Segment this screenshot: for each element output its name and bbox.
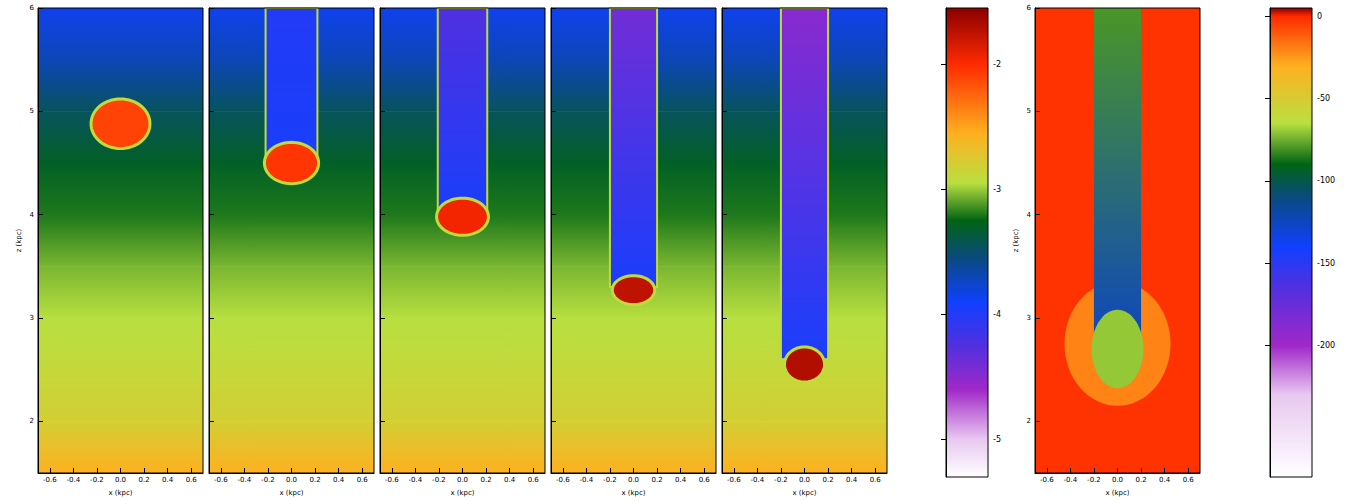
svg-text:x (kpc): x (kpc) bbox=[621, 489, 645, 497]
svg-text:-150: -150 bbox=[1317, 259, 1335, 268]
svg-text:0.2: 0.2 bbox=[823, 476, 834, 484]
svg-text:-200: -200 bbox=[1317, 341, 1335, 350]
svg-text:0.4: 0.4 bbox=[504, 476, 516, 484]
svg-text:6: 6 bbox=[30, 4, 35, 12]
svg-text:-0.6: -0.6 bbox=[385, 476, 399, 484]
svg-text:0.2: 0.2 bbox=[481, 476, 492, 484]
svg-text:z (kpc): z (kpc) bbox=[1012, 228, 1020, 252]
svg-text:0.6: 0.6 bbox=[870, 476, 882, 484]
svg-text:-0.2: -0.2 bbox=[774, 476, 788, 484]
svg-text:0.6: 0.6 bbox=[186, 476, 198, 484]
svg-text:-0.6: -0.6 bbox=[214, 476, 228, 484]
svg-text:z (kpc): z (kpc) bbox=[15, 228, 23, 252]
svg-text:3: 3 bbox=[1027, 314, 1031, 322]
svg-text:-2: -2 bbox=[993, 60, 1001, 69]
svg-text:0: 0 bbox=[1317, 12, 1322, 21]
svg-text:-0.2: -0.2 bbox=[261, 476, 275, 484]
svg-text:0.6: 0.6 bbox=[357, 476, 369, 484]
svg-text:-0.4: -0.4 bbox=[67, 476, 81, 484]
svg-text:0.0: 0.0 bbox=[1112, 476, 1123, 484]
svg-text:-0.4: -0.4 bbox=[409, 476, 423, 484]
svg-text:-100: -100 bbox=[1317, 176, 1335, 185]
svg-text:0.0: 0.0 bbox=[286, 476, 297, 484]
svg-text:-0.4: -0.4 bbox=[1064, 476, 1078, 484]
svg-text:0.2: 0.2 bbox=[1136, 476, 1147, 484]
svg-text:0.6: 0.6 bbox=[699, 476, 711, 484]
svg-text:3: 3 bbox=[30, 314, 34, 322]
svg-text:-0.6: -0.6 bbox=[43, 476, 57, 484]
svg-text:-4: -4 bbox=[993, 310, 1001, 319]
svg-text:0.4: 0.4 bbox=[675, 476, 687, 484]
svg-text:-50: -50 bbox=[1317, 94, 1330, 103]
svg-text:2: 2 bbox=[30, 417, 34, 425]
svg-text:-0.6: -0.6 bbox=[556, 476, 570, 484]
svg-text:-0.4: -0.4 bbox=[580, 476, 594, 484]
svg-text:-0.2: -0.2 bbox=[90, 476, 104, 484]
svg-text:6: 6 bbox=[1027, 4, 1032, 12]
svg-text:-0.6: -0.6 bbox=[727, 476, 741, 484]
svg-text:0.0: 0.0 bbox=[115, 476, 126, 484]
svg-text:0.6: 0.6 bbox=[528, 476, 540, 484]
svg-text:2: 2 bbox=[1027, 417, 1031, 425]
svg-text:x (kpc): x (kpc) bbox=[279, 489, 303, 497]
svg-text:5: 5 bbox=[1027, 107, 1031, 115]
svg-text:x (kpc): x (kpc) bbox=[108, 489, 132, 497]
svg-text:0.2: 0.2 bbox=[139, 476, 150, 484]
svg-text:x (kpc): x (kpc) bbox=[1105, 489, 1129, 497]
svg-text:4: 4 bbox=[30, 211, 35, 219]
svg-text:0.0: 0.0 bbox=[628, 476, 639, 484]
svg-text:5: 5 bbox=[30, 107, 34, 115]
svg-text:-0.2: -0.2 bbox=[1087, 476, 1101, 484]
svg-text:x (kpc): x (kpc) bbox=[792, 489, 816, 497]
svg-text:0.2: 0.2 bbox=[652, 476, 663, 484]
svg-text:0.4: 0.4 bbox=[846, 476, 858, 484]
svg-text:0.4: 0.4 bbox=[333, 476, 345, 484]
svg-text:-0.2: -0.2 bbox=[603, 476, 617, 484]
svg-text:0.0: 0.0 bbox=[457, 476, 468, 484]
svg-text:-0.4: -0.4 bbox=[751, 476, 765, 484]
svg-text:0.2: 0.2 bbox=[310, 476, 321, 484]
svg-text:0.0: 0.0 bbox=[799, 476, 810, 484]
svg-text:-0.4: -0.4 bbox=[238, 476, 252, 484]
svg-text:-0.2: -0.2 bbox=[432, 476, 446, 484]
svg-text:-3: -3 bbox=[993, 185, 1001, 194]
svg-text:0.4: 0.4 bbox=[162, 476, 174, 484]
svg-text:4: 4 bbox=[1027, 211, 1032, 219]
svg-text:-0.6: -0.6 bbox=[1040, 476, 1054, 484]
svg-text:-5: -5 bbox=[993, 435, 1001, 444]
svg-text:0.6: 0.6 bbox=[1183, 476, 1195, 484]
svg-text:x (kpc): x (kpc) bbox=[450, 489, 474, 497]
svg-text:0.4: 0.4 bbox=[1159, 476, 1171, 484]
